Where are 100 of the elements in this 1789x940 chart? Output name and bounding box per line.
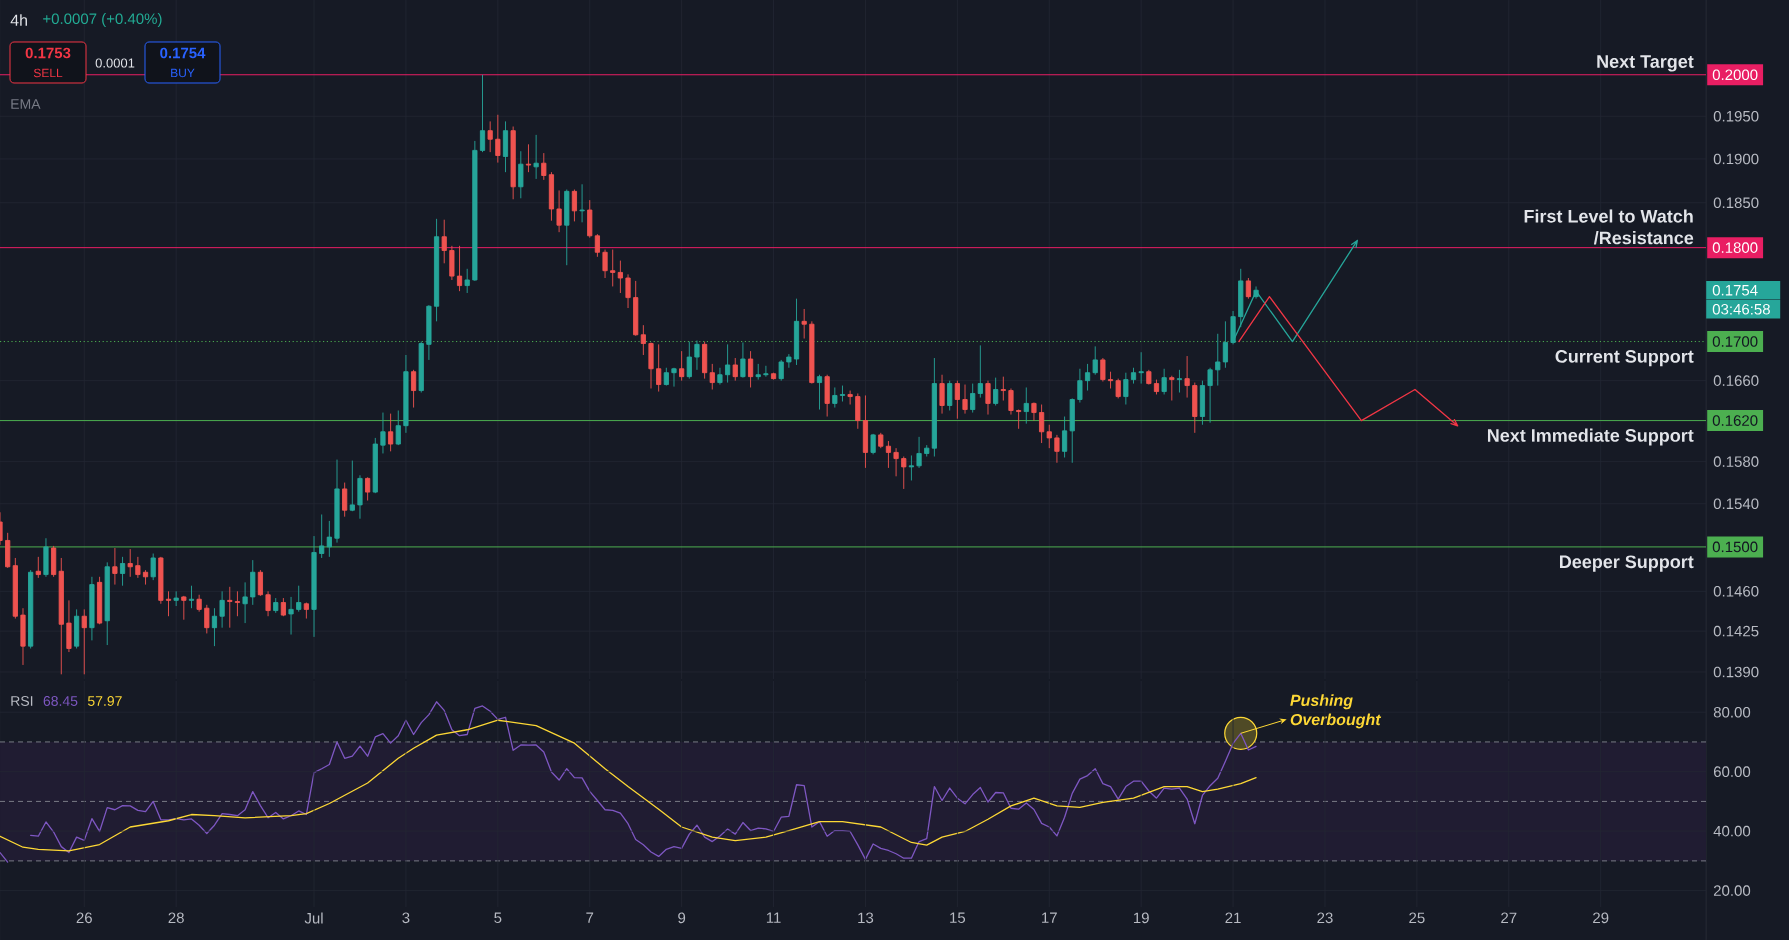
candlestick xyxy=(663,367,669,387)
candlestick xyxy=(571,189,578,222)
candlestick xyxy=(671,367,677,388)
candlestick xyxy=(403,354,409,434)
ref-line-label: Next Target xyxy=(1597,55,1694,72)
y-tick-label: 80.00 xyxy=(1713,706,1751,718)
candlestick xyxy=(1153,379,1160,395)
x-tick-label: 29 xyxy=(1593,912,1609,924)
candlestick xyxy=(1039,404,1045,444)
candlestick xyxy=(862,395,869,469)
candlestick xyxy=(694,340,700,371)
candlestick xyxy=(1169,375,1175,401)
candlestick xyxy=(824,374,830,417)
candlestick xyxy=(617,260,623,294)
x-tick-label: 11 xyxy=(766,912,781,923)
candlestick xyxy=(303,602,309,620)
candlestick xyxy=(885,440,892,469)
candlestick xyxy=(1245,277,1251,300)
candlestick xyxy=(219,590,225,629)
text: 0.1754 xyxy=(1712,284,1758,296)
candlestick xyxy=(502,120,509,173)
candlestick xyxy=(66,599,72,653)
candlestick xyxy=(1023,387,1029,425)
ref-line-label: Current Support xyxy=(1555,350,1694,367)
candlestick xyxy=(679,350,685,382)
annotation: BUY xyxy=(171,68,195,78)
candlestick xyxy=(924,444,930,457)
candlestick xyxy=(533,134,539,180)
candlestick xyxy=(1215,333,1221,387)
candlestick xyxy=(1008,388,1014,415)
candlestick xyxy=(365,476,371,501)
candlestick xyxy=(188,585,195,609)
candlestick xyxy=(732,357,738,382)
y-tick-label: 20.00 xyxy=(1713,885,1751,896)
candlestick xyxy=(1115,378,1121,399)
candlestick xyxy=(916,436,922,469)
candlestick xyxy=(234,590,241,617)
y-tick-label: 0.1950 xyxy=(1713,110,1759,122)
y-tick-label: 0.1850 xyxy=(1713,197,1759,209)
candlestick xyxy=(602,249,608,279)
candlestick xyxy=(250,559,256,606)
candlestick xyxy=(1146,369,1152,385)
candlestick xyxy=(901,456,907,490)
candlestick xyxy=(5,532,11,569)
candlestick xyxy=(1054,434,1060,464)
candlestick xyxy=(633,280,639,337)
annotation: 0.1700 xyxy=(1712,336,1758,347)
candlestick xyxy=(548,171,555,222)
candlestick xyxy=(725,343,731,384)
candlestick xyxy=(1130,367,1137,385)
annotation: 68.45 xyxy=(43,696,78,706)
candlestick xyxy=(564,189,570,266)
x-tick-label: 17 xyxy=(1042,912,1057,923)
candlestick xyxy=(433,218,440,322)
candlestick xyxy=(12,557,18,620)
candlestick xyxy=(610,249,616,287)
candlestick xyxy=(1092,345,1098,376)
candlestick xyxy=(127,548,133,578)
x-tick-label: 25 xyxy=(1409,912,1425,924)
candlestick xyxy=(709,363,715,390)
candlestick xyxy=(150,553,156,581)
candlestick xyxy=(357,474,363,520)
candlestick xyxy=(242,581,248,624)
annotation: 0.1500 xyxy=(1712,541,1758,553)
candlestick xyxy=(740,342,746,379)
candlestick xyxy=(931,357,937,457)
candlestick xyxy=(648,342,654,389)
y-tick-label: 60.00 xyxy=(1713,766,1751,777)
annotation: 57.97 xyxy=(87,696,122,706)
x-tick-label: 28 xyxy=(168,912,184,924)
candlestick xyxy=(970,383,976,413)
candlestick xyxy=(1084,363,1091,391)
x-tick-label: 19 xyxy=(1133,912,1149,924)
candlestick xyxy=(594,233,600,258)
candlestick xyxy=(625,273,631,309)
candlestick xyxy=(288,596,294,635)
candlestick xyxy=(441,219,447,264)
candlestick xyxy=(349,460,355,512)
candlestick xyxy=(1107,371,1114,389)
annotation: EMA xyxy=(11,99,41,109)
y-tick-label: 0.1425 xyxy=(1713,625,1759,637)
text: RSI xyxy=(11,696,33,706)
candlestick xyxy=(1176,369,1183,393)
candlestick xyxy=(388,413,394,452)
x-tick-label: Jul xyxy=(304,912,323,924)
candlestick xyxy=(280,597,286,617)
candlestick xyxy=(273,597,279,614)
candlestick xyxy=(1192,382,1198,434)
candlestick xyxy=(181,595,187,621)
candlestick xyxy=(96,576,103,625)
candlestick xyxy=(1161,368,1167,395)
candlestick xyxy=(962,384,968,415)
candlestick xyxy=(119,556,126,587)
candlestick xyxy=(89,576,95,641)
candlestick xyxy=(878,432,884,449)
candlestick xyxy=(847,390,853,405)
candlestick xyxy=(1238,268,1244,328)
candlestick xyxy=(472,140,478,282)
annotation: 0.1753 xyxy=(25,47,71,59)
candlestick xyxy=(74,608,80,649)
